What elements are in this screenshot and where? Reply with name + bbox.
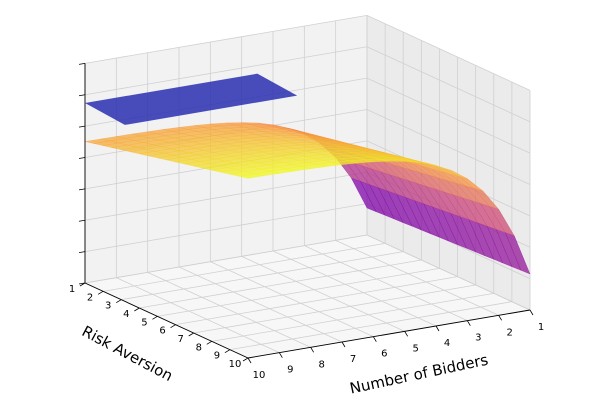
tick-marks (78, 63, 534, 364)
x-tick (170, 324, 176, 329)
axis-lines (84, 63, 531, 359)
y-tick (372, 336, 377, 342)
grid-line (272, 250, 437, 327)
x-tick (242, 357, 249, 362)
grid-line (84, 14, 531, 91)
grid-line (139, 259, 422, 309)
y-tick (529, 309, 534, 316)
tick-labels: 1 2 3 4 5 6 7 8 9 10 1 2 3 4 5 6 7 8 9 10 (69, 284, 544, 381)
z-tick (78, 219, 86, 222)
x-tick-label: 2 (87, 292, 93, 303)
z-tick (78, 251, 86, 254)
x-tick-label: 8 (196, 342, 202, 353)
grid-line (147, 271, 311, 348)
y-tick-label: 2 (506, 327, 512, 338)
y-tick (435, 325, 440, 332)
x-tick-label: 5 (141, 317, 147, 328)
grid-line (335, 239, 499, 316)
x-tick (116, 299, 122, 304)
grid-line (157, 267, 440, 317)
y-tick (278, 352, 283, 358)
x-tick-label: 7 (177, 334, 183, 345)
z-tick (78, 188, 86, 191)
grid-line (241, 255, 405, 332)
y-tick-label: 5 (412, 343, 418, 354)
y-tick-label: 10 (253, 370, 266, 381)
y-tick (247, 357, 252, 364)
x-tick (206, 340, 212, 345)
x-tick (134, 307, 140, 312)
x-tick (188, 332, 194, 337)
x-tick-label: 6 (159, 326, 165, 337)
x-tick-label: 3 (105, 301, 111, 312)
surface-patch (238, 173, 264, 179)
z-tick (78, 63, 86, 65)
y-tick-label: 9 (287, 365, 293, 376)
y-tick-label: 8 (318, 359, 324, 370)
y-tick (498, 315, 503, 321)
grid-line (116, 277, 280, 354)
x-tick (97, 290, 104, 295)
x-tick-label: 10 (229, 359, 242, 370)
grid-line (175, 276, 458, 326)
x-tick (224, 349, 231, 354)
x-tick-label: 4 (123, 309, 129, 320)
y-tick-label: 1 (538, 322, 544, 333)
grid-line (103, 242, 386, 292)
y-tick (404, 331, 409, 337)
grid-line (211, 292, 494, 342)
y-tick-label: 7 (350, 354, 356, 365)
x-tick (152, 315, 158, 320)
grid-line (193, 284, 476, 334)
blue-plane (85, 73, 298, 125)
z-tick (78, 282, 86, 285)
grid-line (229, 301, 512, 351)
z-tick (78, 94, 86, 97)
grid-line (121, 251, 404, 301)
grid-line (178, 266, 343, 343)
grid-line (304, 245, 468, 322)
x-tick-label: 1 (69, 284, 75, 295)
z-tick (78, 157, 86, 159)
y-tick-label: 4 (444, 338, 450, 349)
y-tick-label: 6 (381, 349, 387, 360)
y-tick-label: 3 (475, 333, 481, 344)
y-tick (466, 320, 471, 326)
grid-line (210, 261, 374, 338)
surface-mesh (84, 73, 531, 275)
grid-line (84, 234, 531, 311)
floor-pane (85, 235, 530, 358)
x-axis-line (84, 282, 249, 359)
grid-line (84, 46, 531, 123)
y-axis-line (247, 309, 531, 359)
x-tick-label: 9 (214, 351, 220, 362)
y-tick (341, 341, 346, 348)
y-tick (310, 347, 315, 353)
z-tick (78, 125, 86, 128)
y-axis-title: Number of Bidders (348, 351, 490, 398)
